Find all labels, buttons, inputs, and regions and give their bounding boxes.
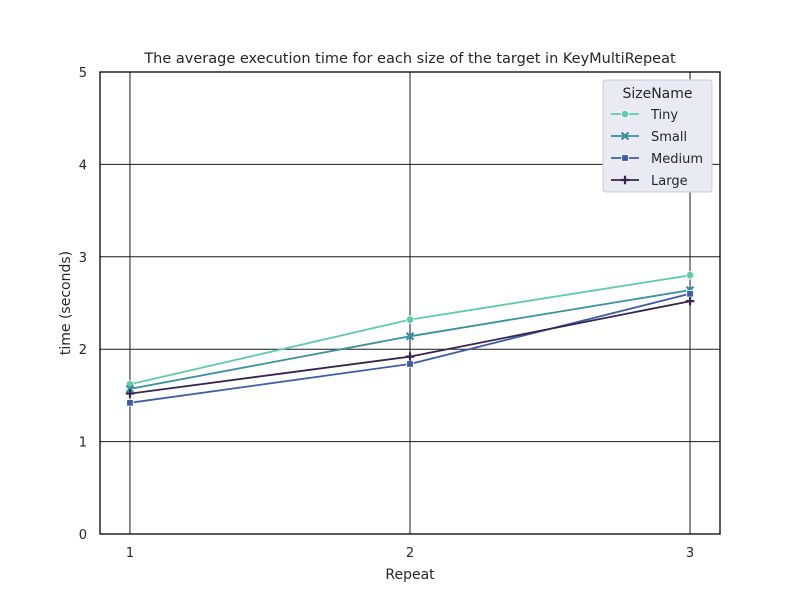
y-tick-label: 2 (79, 343, 87, 358)
data-point-medium (686, 290, 694, 298)
legend-item-medium: Medium (611, 152, 703, 167)
data-point-medium (126, 399, 134, 407)
legend-title: SizeName (622, 86, 692, 102)
legend-label-tiny: Tiny (650, 108, 678, 123)
data-point-tiny (405, 315, 415, 324)
legend-label-large: Large (651, 174, 688, 189)
y-tick-label: 5 (79, 66, 87, 81)
data-point-small (125, 384, 135, 394)
series-medium (126, 290, 694, 407)
chart-title: The average execution time for each size… (143, 51, 676, 67)
data-point-large (405, 352, 415, 361)
data-point-large (685, 296, 695, 306)
legend-marker-tiny (620, 109, 630, 119)
legend-marker-medium (621, 154, 629, 162)
legend-label-medium: Medium (651, 152, 703, 167)
plot-frame (99, 71, 721, 535)
legend-label-small: Small (651, 130, 687, 145)
x-tick-label: 2 (406, 546, 414, 561)
legend: SizeName Tiny Small Medium Large (602, 79, 713, 193)
x-tick-label: 3 (686, 546, 694, 561)
y-tick-label: 1 (79, 436, 87, 451)
legend-marker-large (620, 175, 630, 185)
legend-item-small: Small (611, 130, 687, 145)
y-tick-label: 3 (79, 251, 87, 266)
data-point-large (125, 389, 135, 398)
x-tick-label: 1 (126, 546, 134, 561)
legend-marker-small (620, 131, 630, 141)
legend-box (602, 79, 713, 193)
y-tick-label: 0 (79, 528, 87, 543)
data-point-tiny (685, 271, 695, 280)
y-axis-label: time (seconds) (58, 251, 74, 355)
series-large (125, 296, 695, 398)
y-tick-label: 4 (79, 158, 87, 173)
legend-item-tiny: Tiny (611, 108, 678, 123)
x-axis-label: Repeat (385, 567, 435, 583)
data-point-medium (406, 360, 414, 368)
data-point-small (405, 332, 415, 341)
series-tiny (125, 271, 695, 389)
legend-item-large: Large (611, 174, 688, 189)
